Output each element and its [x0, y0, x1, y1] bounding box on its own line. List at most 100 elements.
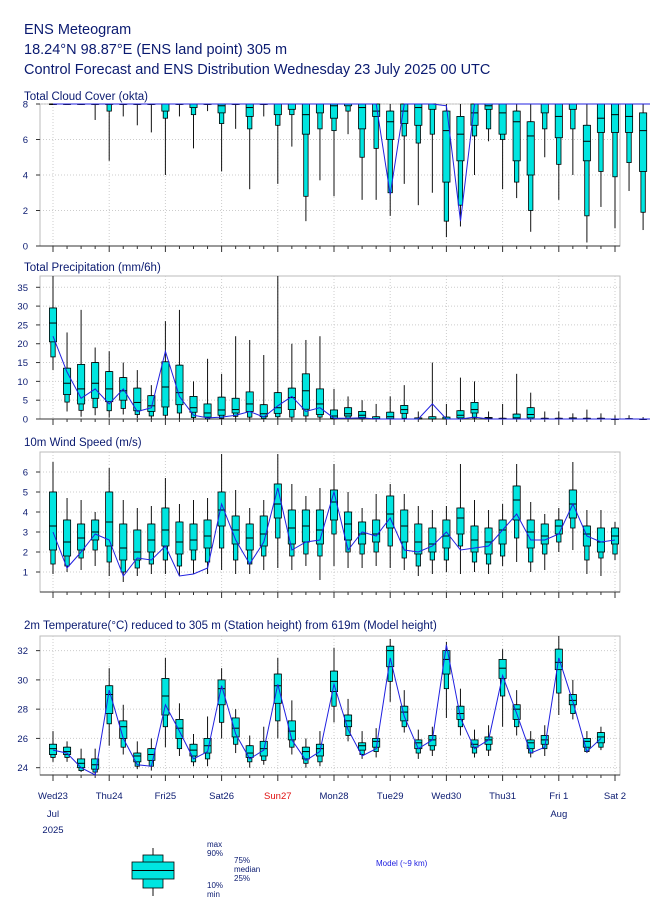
- box-25-75: [596, 732, 605, 744]
- box-25-75: [175, 719, 184, 739]
- box-25-75: [273, 392, 282, 414]
- y-tick-label: 30: [17, 675, 28, 686]
- y-tick-label: 15: [17, 358, 28, 369]
- box-25-75: [456, 705, 465, 720]
- box-25-75: [245, 391, 254, 412]
- box-25-75: [358, 742, 367, 751]
- model-line: [52, 644, 602, 776]
- box-25-75: [582, 738, 591, 748]
- box-25-75: [147, 395, 156, 412]
- box-25-75: [400, 705, 409, 722]
- box-25-75: [540, 103, 549, 114]
- box-25-75: [63, 746, 72, 755]
- box-25-75: [358, 411, 367, 418]
- year-label: 2025: [42, 825, 63, 836]
- box-25-75: [315, 103, 324, 114]
- y-tick-label: 8: [23, 100, 28, 111]
- day-label: Wed30: [431, 791, 461, 802]
- day-label: Wed23: [38, 791, 68, 802]
- box-25-75: [611, 103, 620, 133]
- box-25-75: [344, 511, 353, 541]
- box-25-75: [512, 485, 521, 521]
- panel-3: [36, 635, 621, 781]
- y-tick-label: 4: [23, 508, 28, 519]
- box-25-75: [161, 507, 170, 547]
- box-25-75: [625, 103, 634, 133]
- box-25-75: [568, 694, 577, 706]
- panel-2: [36, 451, 621, 598]
- box-10-90: [106, 103, 112, 112]
- box-25-75: [470, 525, 479, 553]
- y-tick-label: 6: [23, 135, 28, 146]
- box-25-75: [498, 103, 507, 135]
- month-label: Aug: [550, 809, 567, 820]
- box-25-75: [484, 527, 493, 555]
- box-25-75: [287, 103, 296, 110]
- box-25-75: [49, 743, 58, 755]
- y-tick-label: 35: [17, 283, 28, 294]
- box-25-75: [386, 645, 395, 668]
- box-25-75: [568, 103, 577, 110]
- legend-p75: 75%: [234, 856, 250, 865]
- day-label: Fri 1: [549, 791, 568, 802]
- y-tick-label: 28: [17, 705, 28, 716]
- box-25-75: [344, 407, 353, 417]
- day-label: Sat 2: [604, 791, 626, 802]
- day-label: Sat26: [209, 791, 234, 802]
- box-25-75: [526, 519, 535, 549]
- box-25-75: [287, 509, 296, 545]
- panel-0: [36, 103, 650, 252]
- box-25-75: [203, 519, 212, 549]
- legend-min: min: [207, 890, 220, 899]
- y-tick-label: 32: [17, 646, 28, 657]
- box-25-75: [498, 519, 507, 545]
- box-25-75: [175, 364, 184, 406]
- model-line: [52, 487, 616, 578]
- legend-p90: 90%: [207, 849, 223, 858]
- box-25-75: [105, 371, 114, 403]
- box-25-75: [639, 112, 648, 172]
- y-tick-label: 26: [17, 734, 28, 745]
- box-25-75: [91, 519, 100, 541]
- y-tick-label: 4: [23, 171, 28, 182]
- box-25-75: [189, 523, 198, 551]
- box-25-75: [161, 678, 170, 716]
- box-25-75: [49, 307, 58, 343]
- y-tick-label: 20: [17, 339, 28, 350]
- panel-title: 10m Wind Speed (m/s): [24, 437, 142, 449]
- panel-title: Total Cloud Cover (okta): [24, 91, 148, 103]
- y-tick-label: 30: [17, 302, 28, 313]
- model-line: [52, 336, 650, 420]
- box-25-75: [301, 373, 310, 410]
- y-tick-label: 5: [23, 488, 28, 499]
- day-label: Mon28: [319, 791, 348, 802]
- y-tick-label: 25: [17, 320, 28, 331]
- box-25-75: [498, 659, 507, 679]
- box-25-75: [245, 523, 254, 551]
- box-25-75: [540, 523, 549, 545]
- box-25-75: [582, 124, 591, 162]
- box-25-75: [63, 519, 72, 557]
- legend-p10: 10%: [207, 881, 223, 890]
- box-25-75: [217, 679, 226, 706]
- box-25-75: [105, 685, 114, 714]
- box-25-75: [442, 519, 451, 549]
- box-25-75: [203, 403, 212, 418]
- y-tick-label: 6: [23, 468, 28, 479]
- box-25-75: [91, 758, 100, 770]
- box-25-75: [596, 527, 605, 553]
- model-line: [53, 103, 650, 222]
- legend-median-label: median: [234, 865, 260, 874]
- box-25-75: [161, 361, 170, 408]
- box-25-75: [273, 673, 282, 704]
- box-25-75: [329, 489, 338, 521]
- box-25-75: [456, 410, 465, 419]
- y-tick-label: 0: [23, 415, 28, 426]
- box-25-75: [133, 529, 142, 561]
- box-25-75: [119, 523, 128, 561]
- y-tick-label: 1: [23, 568, 28, 579]
- box-25-75: [189, 103, 198, 108]
- box-25-75: [484, 103, 493, 110]
- box-25-75: [245, 745, 254, 758]
- box-25-75: [63, 367, 72, 395]
